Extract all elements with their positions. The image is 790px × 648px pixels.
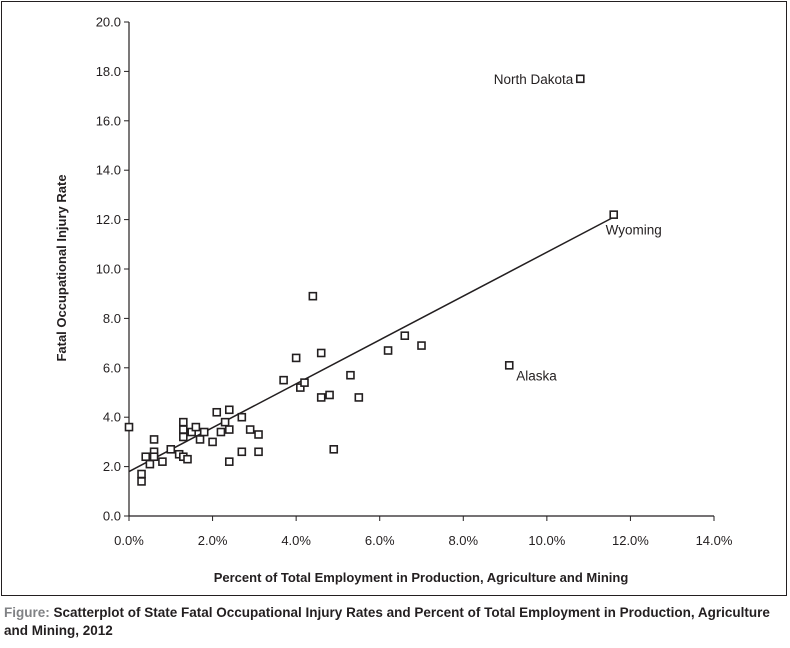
trendline	[128, 216, 615, 473]
y-tick-label: 6.0	[103, 360, 121, 375]
data-point	[316, 348, 326, 358]
x-tick-label: 6.0%	[365, 533, 395, 548]
y-tick-label: 14.0	[96, 163, 121, 178]
x-tick-label: 12.0%	[612, 533, 649, 548]
data-point	[609, 210, 619, 219]
data-point	[383, 346, 393, 355]
data-point	[208, 437, 217, 447]
point-annotation: Wyoming	[606, 223, 662, 238]
data-point	[325, 390, 334, 400]
x-tick-label: 0.0%	[114, 533, 144, 548]
data-point	[291, 353, 301, 363]
data-point	[166, 445, 176, 454]
data-point	[124, 422, 134, 432]
data-point	[158, 457, 167, 466]
data-point	[300, 378, 309, 387]
y-tick-label: 4.0	[103, 410, 121, 425]
data-point	[308, 291, 318, 301]
data-point	[141, 452, 151, 462]
data-point	[224, 405, 234, 415]
data-point	[245, 425, 255, 434]
y-tick-label: 18.0	[96, 64, 121, 79]
caption-text: Scatterplot of State Fatal Occupational …	[4, 605, 770, 638]
points-group	[124, 74, 619, 486]
data-point	[316, 393, 326, 402]
chart-frame	[1, 1, 787, 596]
annotations-group: North Dakota Wyoming Alaska	[494, 72, 662, 384]
data-point	[237, 412, 247, 422]
data-point	[179, 425, 188, 434]
data-point	[254, 447, 263, 457]
x-axis-title: Percent of Total Employment in Productio…	[214, 570, 629, 585]
point-annotation: Alaska	[516, 368, 557, 383]
y-tick-label: 12.0	[96, 212, 121, 227]
data-point	[254, 430, 263, 439]
data-point	[137, 469, 146, 479]
y-tick-label: 2.0	[103, 459, 121, 474]
data-point	[179, 432, 188, 442]
axes: 0.0 2.0 4.0 6.0 8.0 10.0 12.0 14.0 16.0 18.0 20.0 0…	[96, 15, 733, 549]
data-point	[195, 435, 205, 444]
x-tick-label: 8.0%	[448, 533, 478, 548]
data-point	[149, 452, 159, 462]
data-point	[191, 422, 201, 432]
data-point	[224, 425, 234, 434]
data-point	[199, 427, 209, 437]
data-point	[137, 477, 146, 486]
data-point	[417, 341, 426, 350]
y-tick-label: 16.0	[96, 113, 121, 128]
caption-label: Figure:	[4, 605, 50, 620]
data-point	[212, 407, 222, 417]
data-point	[179, 417, 188, 427]
y-tick-label: 10.0	[96, 262, 121, 277]
data-point	[279, 375, 288, 385]
y-tick-label: 20.0	[96, 15, 121, 30]
data-point	[354, 393, 364, 402]
data-point	[504, 361, 514, 370]
data-point	[400, 331, 410, 340]
data-point	[346, 370, 355, 380]
trendline-group	[128, 216, 615, 473]
x-tick-label: 4.0%	[281, 533, 311, 548]
y-tick-label: 8.0	[103, 311, 121, 326]
data-point	[149, 435, 159, 444]
data-point	[575, 74, 585, 84]
point-annotation: North Dakota	[494, 72, 574, 87]
x-tick-label: 2.0%	[198, 533, 228, 548]
data-point	[224, 457, 234, 466]
y-axis-title: Fatal Occupational Injury Rate	[54, 174, 69, 361]
x-tick-label: 14.0%	[696, 533, 733, 548]
data-point	[183, 454, 192, 464]
y-tick-label: 0.0	[103, 509, 121, 524]
data-point	[220, 417, 230, 427]
data-point	[237, 447, 247, 457]
figure-caption: Figure: Scatterplot of State Fatal Occup…	[4, 604, 786, 640]
data-point	[216, 427, 226, 437]
scatter-chart: 0.0 2.0 4.0 6.0 8.0 10.0 12.0 14.0 16.0 18.0 20.0 0…	[54, 15, 733, 586]
x-tick-label: 10.0%	[528, 533, 565, 548]
data-point	[329, 445, 339, 454]
data-point	[145, 459, 155, 469]
